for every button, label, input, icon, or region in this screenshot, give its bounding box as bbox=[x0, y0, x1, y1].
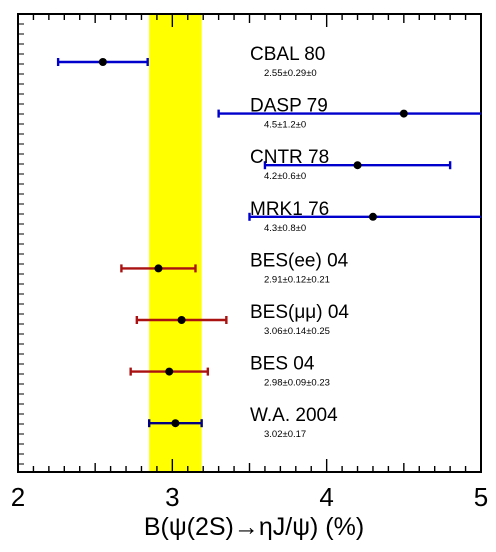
x-tick-label: 4 bbox=[319, 482, 333, 512]
measurement-name: CNTR 78 bbox=[250, 147, 329, 168]
measurement-value: 2.91±0.12±0.21 bbox=[264, 274, 330, 285]
data-point bbox=[171, 419, 180, 428]
measurement-2 bbox=[263, 161, 452, 170]
measurement-4 bbox=[120, 264, 197, 273]
data-point bbox=[368, 212, 377, 221]
x-tick-label: 3 bbox=[165, 482, 179, 512]
x-axis-title: B(ψ(2S)→ηJ/ψ) (%) bbox=[144, 513, 364, 541]
measurement-value: 4.3±0.8±0 bbox=[264, 223, 306, 234]
measurement-value: 3.06±0.14±0.25 bbox=[264, 326, 330, 337]
x-tick-labels: 2 3 4 5 bbox=[11, 482, 488, 512]
data-point bbox=[353, 161, 362, 170]
measurement-0 bbox=[56, 58, 149, 66]
data-point bbox=[177, 316, 186, 324]
measurement-labels: CBAL 80 2.55±0.29±0 DASP 79 4.5±1.2±0 CNTR 7… bbox=[250, 44, 349, 440]
measurement-value: 2.98±0.09±0.23 bbox=[264, 378, 330, 389]
measurement-name: BES 04 bbox=[250, 354, 315, 375]
measurement-name: CBAL 80 bbox=[250, 44, 325, 65]
x-tick-label: 2 bbox=[11, 482, 25, 512]
measurement-name: BES(ee) 04 bbox=[250, 250, 349, 271]
x-tick-label: 5 bbox=[474, 482, 488, 512]
average-band bbox=[149, 14, 202, 472]
axis-ticks bbox=[17, 14, 482, 472]
measurement-value: 4.5±1.2±0 bbox=[264, 120, 306, 131]
measurement-3 bbox=[248, 212, 481, 221]
measurement-value: 4.2±0.6±0 bbox=[264, 171, 306, 182]
measurement-value: 2.55±0.29±0 bbox=[264, 68, 317, 79]
data-point bbox=[154, 264, 163, 273]
measurement-5 bbox=[135, 316, 228, 324]
measurement-6 bbox=[129, 367, 210, 376]
measurement-name: DASP 79 bbox=[250, 96, 328, 117]
measurement-name: W.A. 2004 bbox=[250, 405, 338, 426]
data-point bbox=[98, 58, 107, 66]
data-point bbox=[165, 367, 174, 376]
measurement-7 bbox=[147, 419, 203, 428]
measurement-1 bbox=[217, 109, 481, 118]
measurement-name: MRK1 76 bbox=[250, 199, 329, 220]
measurement-value: 3.02±0.17 bbox=[264, 429, 306, 440]
measurement-name: BES(μμ) 04 bbox=[250, 302, 349, 323]
data-point bbox=[399, 109, 408, 118]
measurements bbox=[56, 58, 481, 428]
band-layer bbox=[149, 14, 202, 472]
